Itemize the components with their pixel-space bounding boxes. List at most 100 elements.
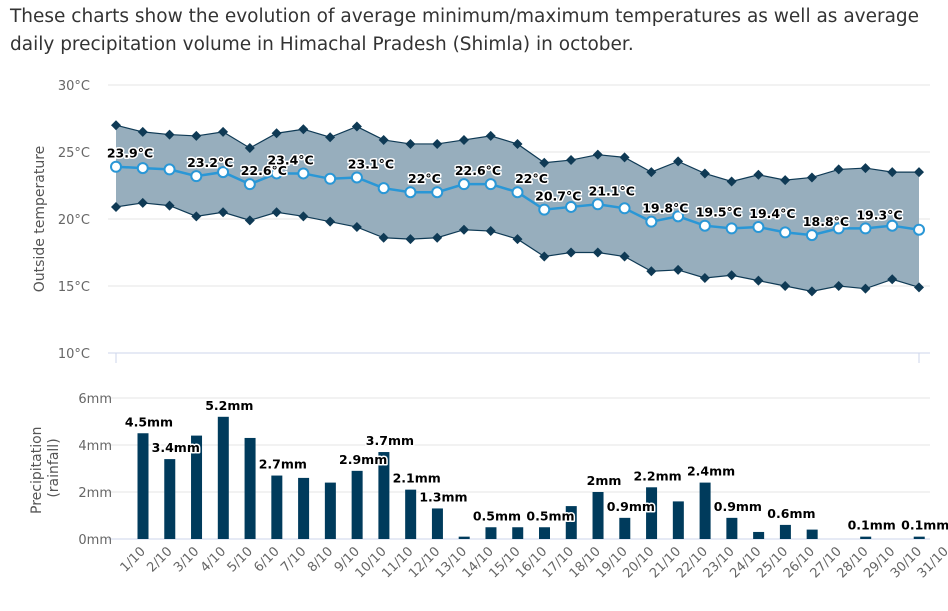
- precipitation-bar: [565, 506, 577, 539]
- average-temperature-marker: [913, 223, 925, 236]
- precipitation-bar: [672, 501, 684, 539]
- average-temperature-label: 22.6°C: [455, 163, 501, 178]
- precipitation-bar: [726, 517, 738, 539]
- precipitation-value-label: 2.4mm: [687, 464, 735, 479]
- precipitation-axis-title: Precipitation (rainfall): [29, 422, 62, 514]
- precipitation-axis-title-line2: (rainfall): [46, 438, 62, 497]
- min-temperature-marker: [566, 247, 577, 258]
- max-temperature-marker: [458, 134, 469, 145]
- average-temperature-marker: [110, 160, 122, 173]
- average-temperature-marker: [752, 221, 765, 234]
- max-temperature-marker: [726, 176, 737, 187]
- max-temperature-marker: [592, 149, 603, 160]
- average-temperature-marker: [457, 178, 470, 191]
- average-temperature-marker: [565, 200, 578, 213]
- max-temperature-marker: [753, 169, 764, 180]
- min-temperature-marker: [887, 274, 898, 285]
- average-temperature-marker: [484, 178, 497, 191]
- precipitation-value-label: 2.7mm: [259, 457, 307, 472]
- precipitation-value-label: 0.6mm: [767, 506, 815, 521]
- average-temperature-label: 22.6°C: [241, 163, 287, 178]
- average-temperature-marker: [297, 167, 310, 180]
- date-tick-label: 5/10: [225, 544, 256, 575]
- average-temperature-marker: [431, 186, 444, 199]
- min-temperature-marker: [458, 224, 469, 235]
- max-temperature-marker: [405, 138, 416, 149]
- max-temperature-marker: [111, 120, 121, 131]
- max-temperature-marker: [218, 126, 229, 137]
- average-temperature-marker: [618, 202, 631, 215]
- precipitation-value-label: 0.9mm: [714, 499, 762, 514]
- min-temperature-marker: [485, 226, 496, 237]
- min-temperature-marker: [780, 281, 791, 291]
- min-temperature-marker: [164, 200, 175, 211]
- average-temperature-marker: [377, 182, 390, 195]
- max-temperature-marker: [164, 129, 175, 140]
- date-tick-label: 7/10: [278, 544, 309, 575]
- precipitation-bar: [699, 482, 711, 539]
- min-temperature-marker: [726, 270, 737, 281]
- max-temperature-marker: [699, 168, 710, 179]
- average-temperature-marker: [725, 222, 738, 235]
- average-temperature-marker: [779, 226, 792, 239]
- precipitation-bar: [405, 489, 417, 539]
- min-temperature-marker: [137, 197, 148, 208]
- average-temperature-marker: [136, 162, 149, 175]
- date-tick-label: 4/10: [198, 544, 229, 575]
- average-temperature-marker: [270, 167, 283, 180]
- average-temperature-marker: [350, 171, 363, 184]
- min-temperature-marker: [914, 282, 924, 293]
- average-temperature-marker: [511, 186, 524, 199]
- min-temperature-marker: [619, 251, 630, 262]
- temperature-tick-label: 15°C: [58, 280, 90, 295]
- precipitation-bar: [539, 527, 550, 539]
- min-temperature-marker: [325, 216, 336, 227]
- precipitation-bar: [324, 482, 336, 539]
- average-temperature-label: 19.8°C: [642, 201, 688, 216]
- average-temperature-marker: [217, 166, 230, 179]
- max-temperature-marker: [833, 164, 844, 175]
- precipitation-value-label: 0.5mm: [526, 508, 574, 523]
- precipitation-bar: [351, 470, 363, 539]
- min-temperature-marker: [271, 207, 282, 218]
- max-temperature-marker: [244, 142, 255, 153]
- min-temperature-marker: [351, 222, 362, 233]
- precipitation-bar: [458, 536, 470, 539]
- precipitation-bar: [137, 433, 149, 539]
- date-tick-label: 2/10: [144, 544, 175, 575]
- average-temperature-marker: [190, 170, 203, 183]
- precipitation-tick-label: 4mm: [78, 439, 112, 454]
- precipitation-value-label: 0.5mm: [473, 508, 521, 523]
- max-temperature-marker: [137, 126, 148, 137]
- precipitation-bar: [512, 527, 524, 539]
- temperature-range-band: [116, 125, 919, 292]
- min-temperature-marker: [218, 207, 229, 218]
- average-temperature-marker: [163, 163, 176, 176]
- min-temperature-marker: [753, 275, 764, 286]
- average-temperature-label: 23.9°C: [107, 146, 153, 161]
- average-temperature-marker: [243, 178, 256, 191]
- precipitation-bar: [164, 459, 176, 539]
- max-temperature-marker: [806, 172, 817, 183]
- precipitation-bar: [646, 487, 658, 539]
- max-temperature-marker: [646, 167, 657, 178]
- precipitation-value-label: 1.3mm: [419, 489, 467, 504]
- max-temperature-marker: [619, 152, 630, 163]
- precipitation-bar: [298, 477, 310, 539]
- precipitation-value-label: 3.7mm: [366, 433, 414, 448]
- average-temperature-marker: [324, 172, 337, 185]
- average-temperature-label: 21.1°C: [589, 183, 635, 198]
- precipitation-value-label: 0.1mm: [848, 518, 896, 533]
- precipitation-value-label: 3.4mm: [152, 440, 200, 455]
- precipitation-bar: [753, 531, 765, 539]
- precipitation-tick-label: 0mm: [78, 533, 112, 548]
- date-tick-label: 8/10: [305, 544, 336, 575]
- precipitation-bar: [431, 508, 443, 539]
- min-temperature-marker: [405, 234, 416, 245]
- average-temperature-marker: [591, 198, 604, 211]
- precipitation-value-label: 0.1mm: [901, 518, 948, 533]
- precipitation-bar: [913, 536, 925, 539]
- min-temperature-marker: [699, 272, 710, 283]
- precipitation-value-label: 2.9mm: [339, 452, 387, 467]
- max-temperature-marker: [673, 156, 684, 167]
